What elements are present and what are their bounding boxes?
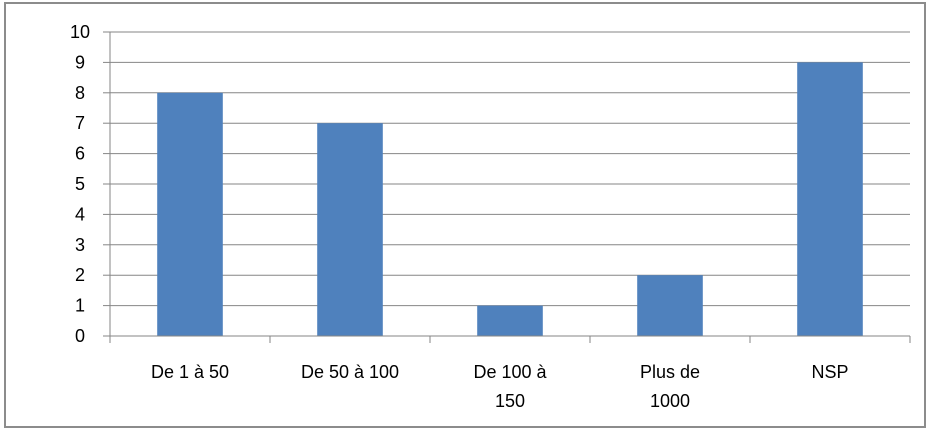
x-category-label: De 100 à 150	[473, 362, 547, 411]
x-category-label: De 1 à 50	[151, 362, 229, 382]
bar	[477, 305, 543, 336]
y-tick-label: 2	[75, 265, 85, 285]
y-tick-label: 7	[75, 113, 85, 133]
y-tick-label: 10	[70, 22, 90, 42]
gridlines	[110, 31, 910, 307]
x-category-label: Plus de 1000	[640, 362, 700, 411]
y-tick-label: 3	[75, 235, 85, 255]
y-tick-label: 1	[75, 296, 85, 316]
y-tick-label: 6	[75, 144, 85, 164]
x-category-labels: De 1 à 50 De 50 à 100 De 100 à 150 Plus de 10…	[151, 362, 849, 411]
axes	[103, 31, 911, 343]
bars	[157, 62, 863, 337]
bar	[797, 62, 863, 337]
y-tick-label: 9	[75, 52, 85, 72]
bar	[317, 123, 383, 336]
y-tick-label: 8	[75, 83, 85, 103]
bar	[157, 92, 223, 336]
x-category-label: De 50 à 100	[301, 362, 399, 382]
y-tick-label: 0	[75, 326, 85, 346]
y-tick-labels: 0 1 2 3 4 5 6 7 8 9 10	[70, 22, 90, 346]
bar	[637, 275, 703, 336]
x-category-label: NSP	[811, 362, 848, 382]
y-tick-label: 4	[75, 204, 85, 224]
y-tick-label: 5	[75, 174, 85, 194]
